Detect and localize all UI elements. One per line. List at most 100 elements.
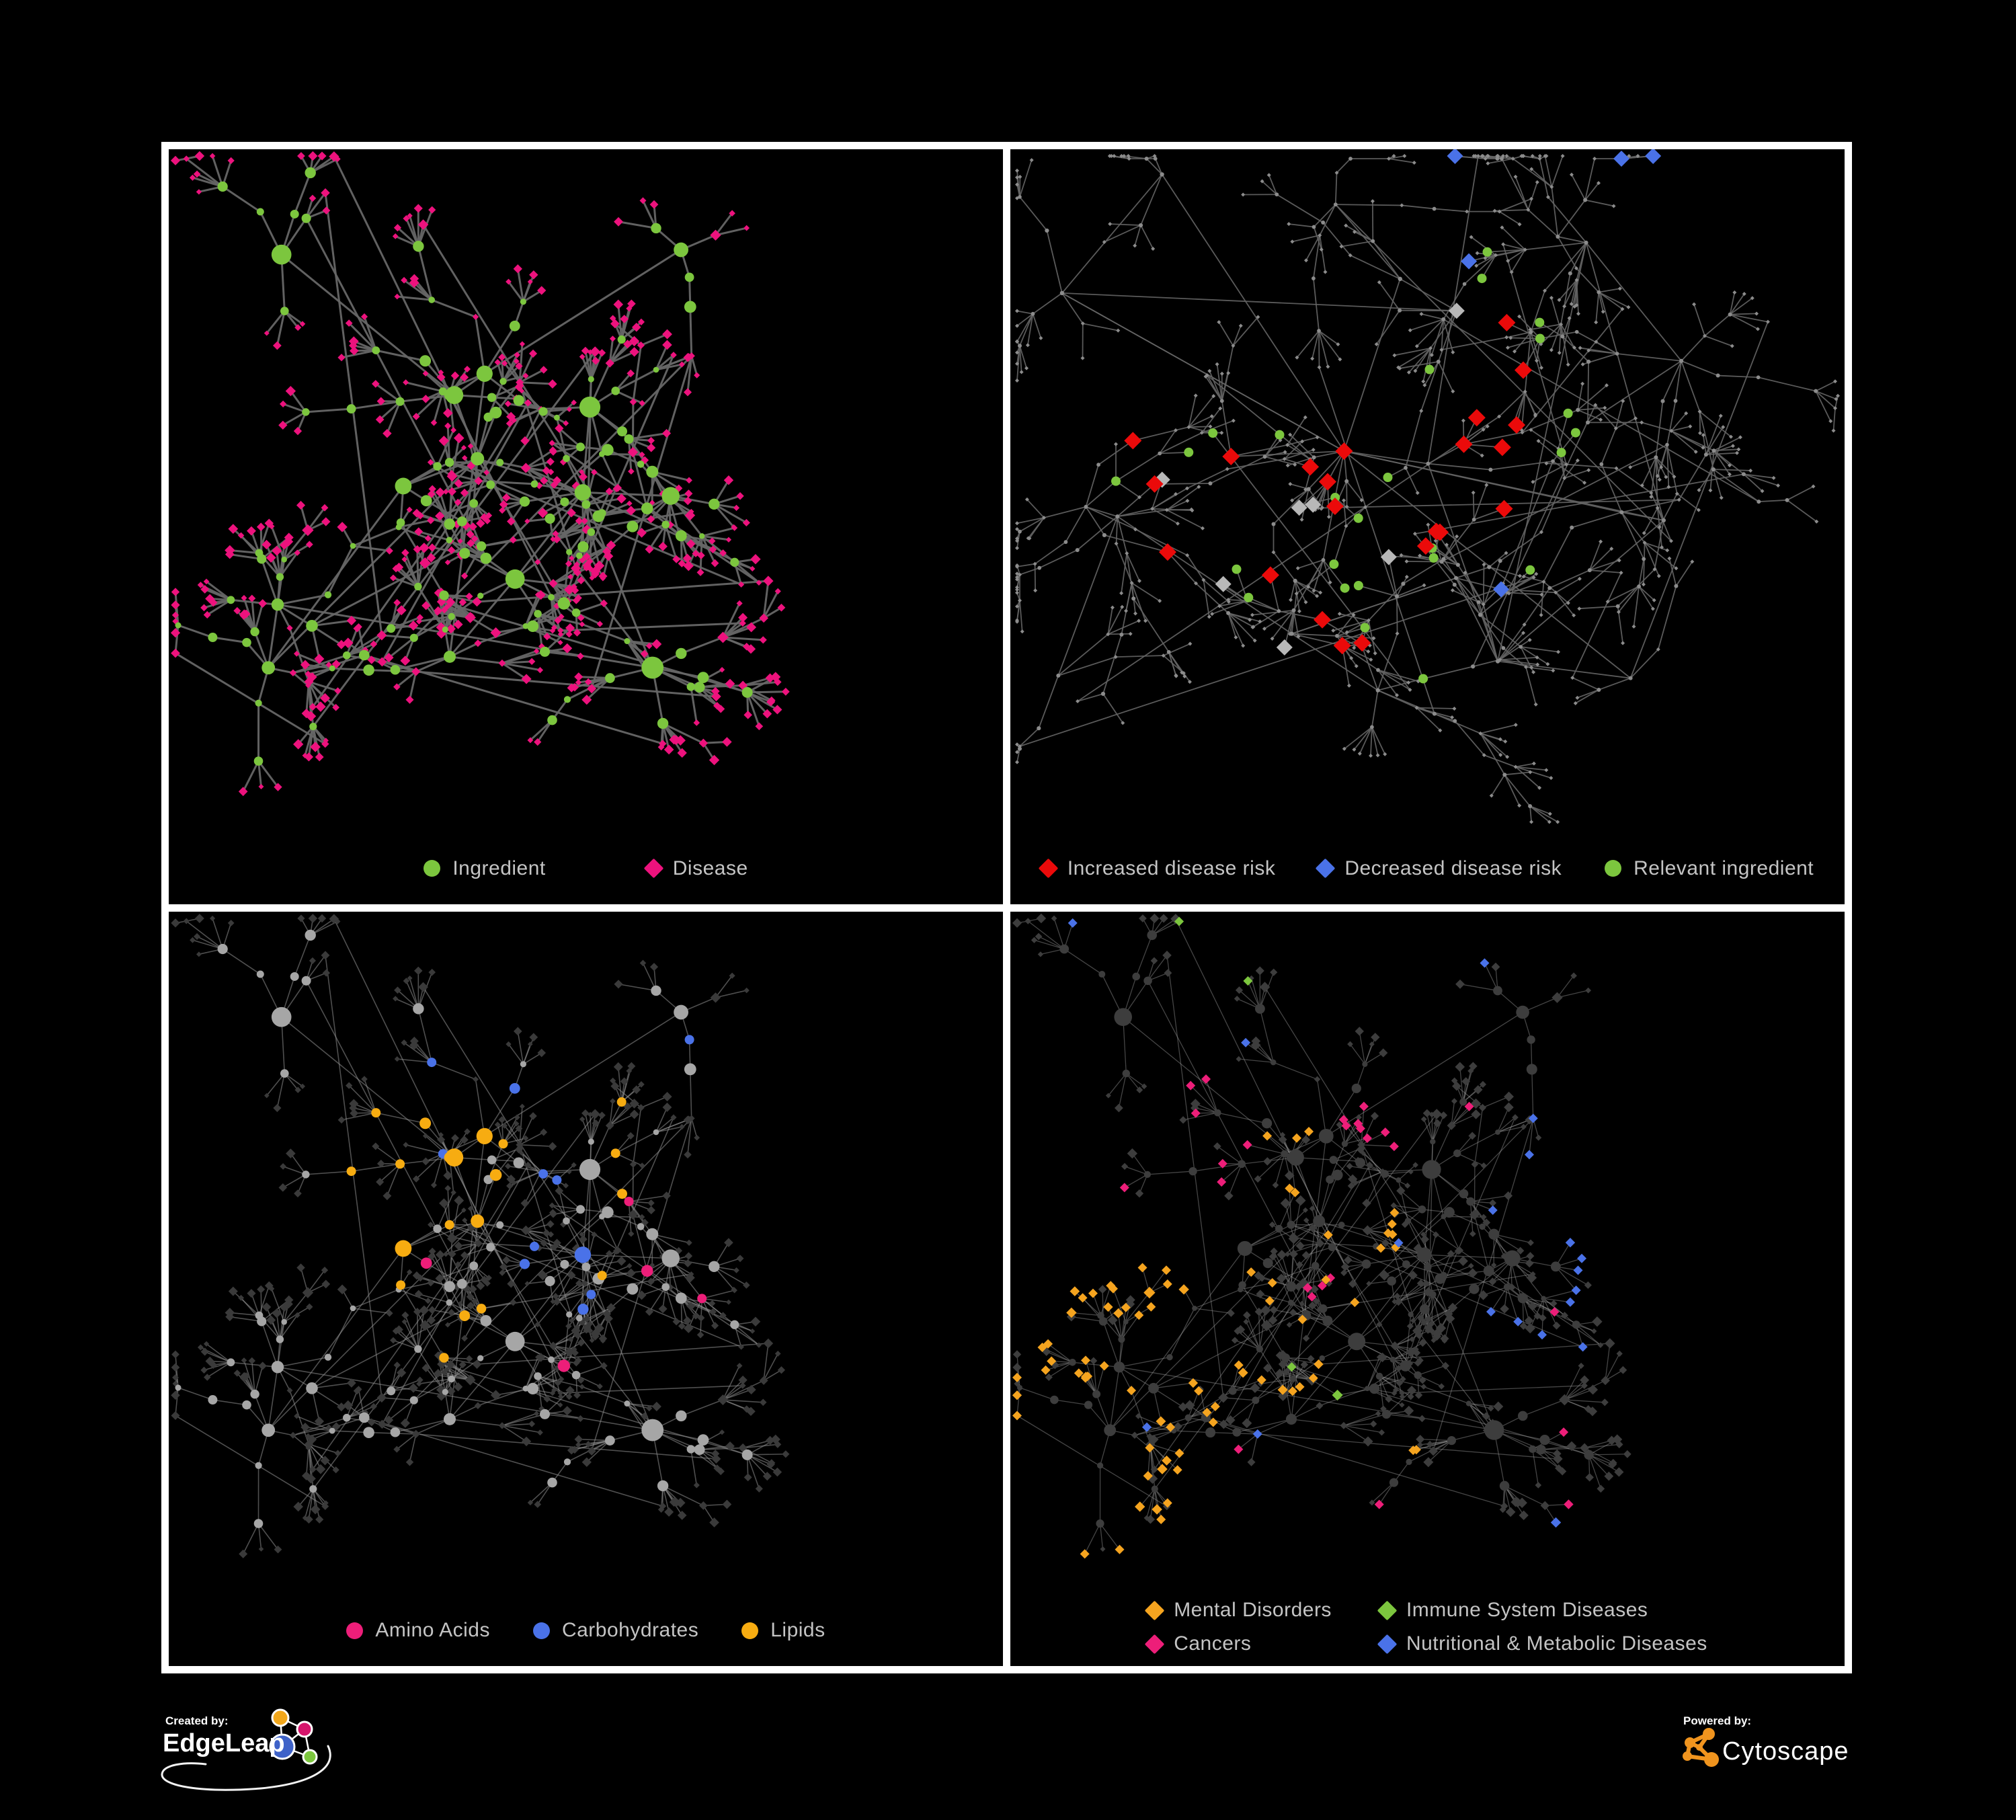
net-node	[759, 613, 768, 623]
net-node	[471, 1297, 479, 1304]
net-edge	[1058, 656, 1116, 676]
net-edge	[552, 1204, 581, 1210]
net-node	[1580, 381, 1585, 386]
net-edge	[1255, 1044, 1274, 1063]
net-node	[1665, 442, 1669, 447]
net-node	[709, 545, 717, 554]
net-node	[242, 1400, 251, 1409]
net-node	[674, 1004, 688, 1019]
net-edge	[1834, 395, 1839, 409]
net-node	[1570, 428, 1580, 438]
net-edge	[1497, 660, 1631, 679]
net-node	[609, 315, 616, 322]
net-node	[1500, 225, 1504, 230]
net-edge	[279, 552, 298, 578]
net-edge	[1016, 600, 1020, 622]
net-edge	[1521, 309, 1623, 433]
net-edge	[1693, 304, 1705, 336]
net-node	[1730, 344, 1734, 348]
net-node	[227, 1357, 235, 1366]
net-node	[1412, 1348, 1421, 1357]
net-node	[1519, 1322, 1527, 1330]
net-edge	[396, 670, 417, 688]
net-node	[361, 1075, 368, 1082]
net-edge	[525, 1212, 553, 1231]
net-node	[504, 400, 512, 407]
net-edge	[1704, 314, 1731, 337]
net-node	[454, 479, 463, 488]
net-edge	[424, 420, 515, 564]
net-node	[1451, 1097, 1458, 1104]
net-node	[516, 378, 524, 387]
net-edge	[292, 1417, 348, 1436]
net-node	[1652, 567, 1657, 571]
net-node	[1684, 411, 1689, 416]
net-node	[1584, 240, 1588, 245]
net-edge	[551, 442, 581, 448]
net-edge	[543, 1242, 565, 1265]
net-edge	[556, 1277, 599, 1302]
net-node	[395, 1240, 412, 1257]
net-node	[1184, 486, 1189, 491]
net-edge	[242, 1523, 259, 1554]
net-node	[473, 1076, 479, 1082]
net-edge	[1743, 473, 1763, 492]
net-edge	[715, 227, 748, 237]
net-node	[1112, 154, 1117, 159]
net-edge	[1273, 1256, 1292, 1287]
net-node	[1407, 1392, 1414, 1400]
net-node	[1657, 477, 1662, 482]
net-node	[592, 356, 600, 365]
net-node	[709, 1517, 719, 1528]
net-node	[581, 1109, 590, 1117]
net-node	[743, 1281, 750, 1289]
net-edge	[1398, 1179, 1409, 1221]
net-edge	[1497, 1119, 1531, 1133]
net-node	[777, 1366, 786, 1374]
net-edge	[1564, 1388, 1593, 1400]
net-edge	[1499, 632, 1524, 660]
net-edge	[1371, 726, 1386, 755]
net-node	[1380, 1405, 1387, 1412]
net-node	[710, 992, 721, 1002]
net-node	[1033, 561, 1037, 566]
net-node	[1649, 494, 1654, 499]
net-node	[1478, 1103, 1487, 1111]
net-edge	[441, 600, 748, 694]
net-node	[731, 1287, 737, 1293]
net-edge	[618, 221, 657, 229]
net-edge	[1320, 1242, 1377, 1247]
net-node	[1836, 393, 1840, 398]
net-node	[1642, 530, 1646, 535]
net-node	[781, 687, 790, 696]
net-edge	[1054, 1398, 1089, 1405]
net-edge	[1633, 586, 1640, 627]
net-node	[575, 1279, 583, 1287]
net-edge	[1313, 204, 1336, 228]
net-edge	[292, 672, 309, 686]
net-edge	[1366, 1254, 1425, 1265]
net-node	[1728, 434, 1733, 439]
net-node	[1369, 753, 1373, 758]
net-edge	[415, 1433, 717, 1460]
net-node	[322, 206, 331, 215]
net-edge	[304, 726, 315, 756]
net-node	[489, 1169, 502, 1181]
net-node	[171, 1390, 180, 1400]
net-edge	[555, 512, 573, 540]
net-node	[1455, 435, 1473, 453]
net-node	[719, 667, 725, 673]
net-node	[401, 1318, 407, 1324]
circle-marker-icon	[424, 860, 441, 877]
net-node	[401, 276, 408, 284]
net-node	[1637, 584, 1641, 589]
net-edge	[1188, 1417, 1213, 1423]
net-edge	[1428, 463, 1491, 471]
net-node	[1495, 500, 1513, 518]
net-edge	[1815, 391, 1832, 422]
net-node	[1374, 342, 1379, 346]
net-node	[738, 581, 745, 588]
net-edge	[413, 1117, 692, 1400]
net-edge	[575, 1330, 653, 1431]
net-node	[1414, 344, 1419, 348]
